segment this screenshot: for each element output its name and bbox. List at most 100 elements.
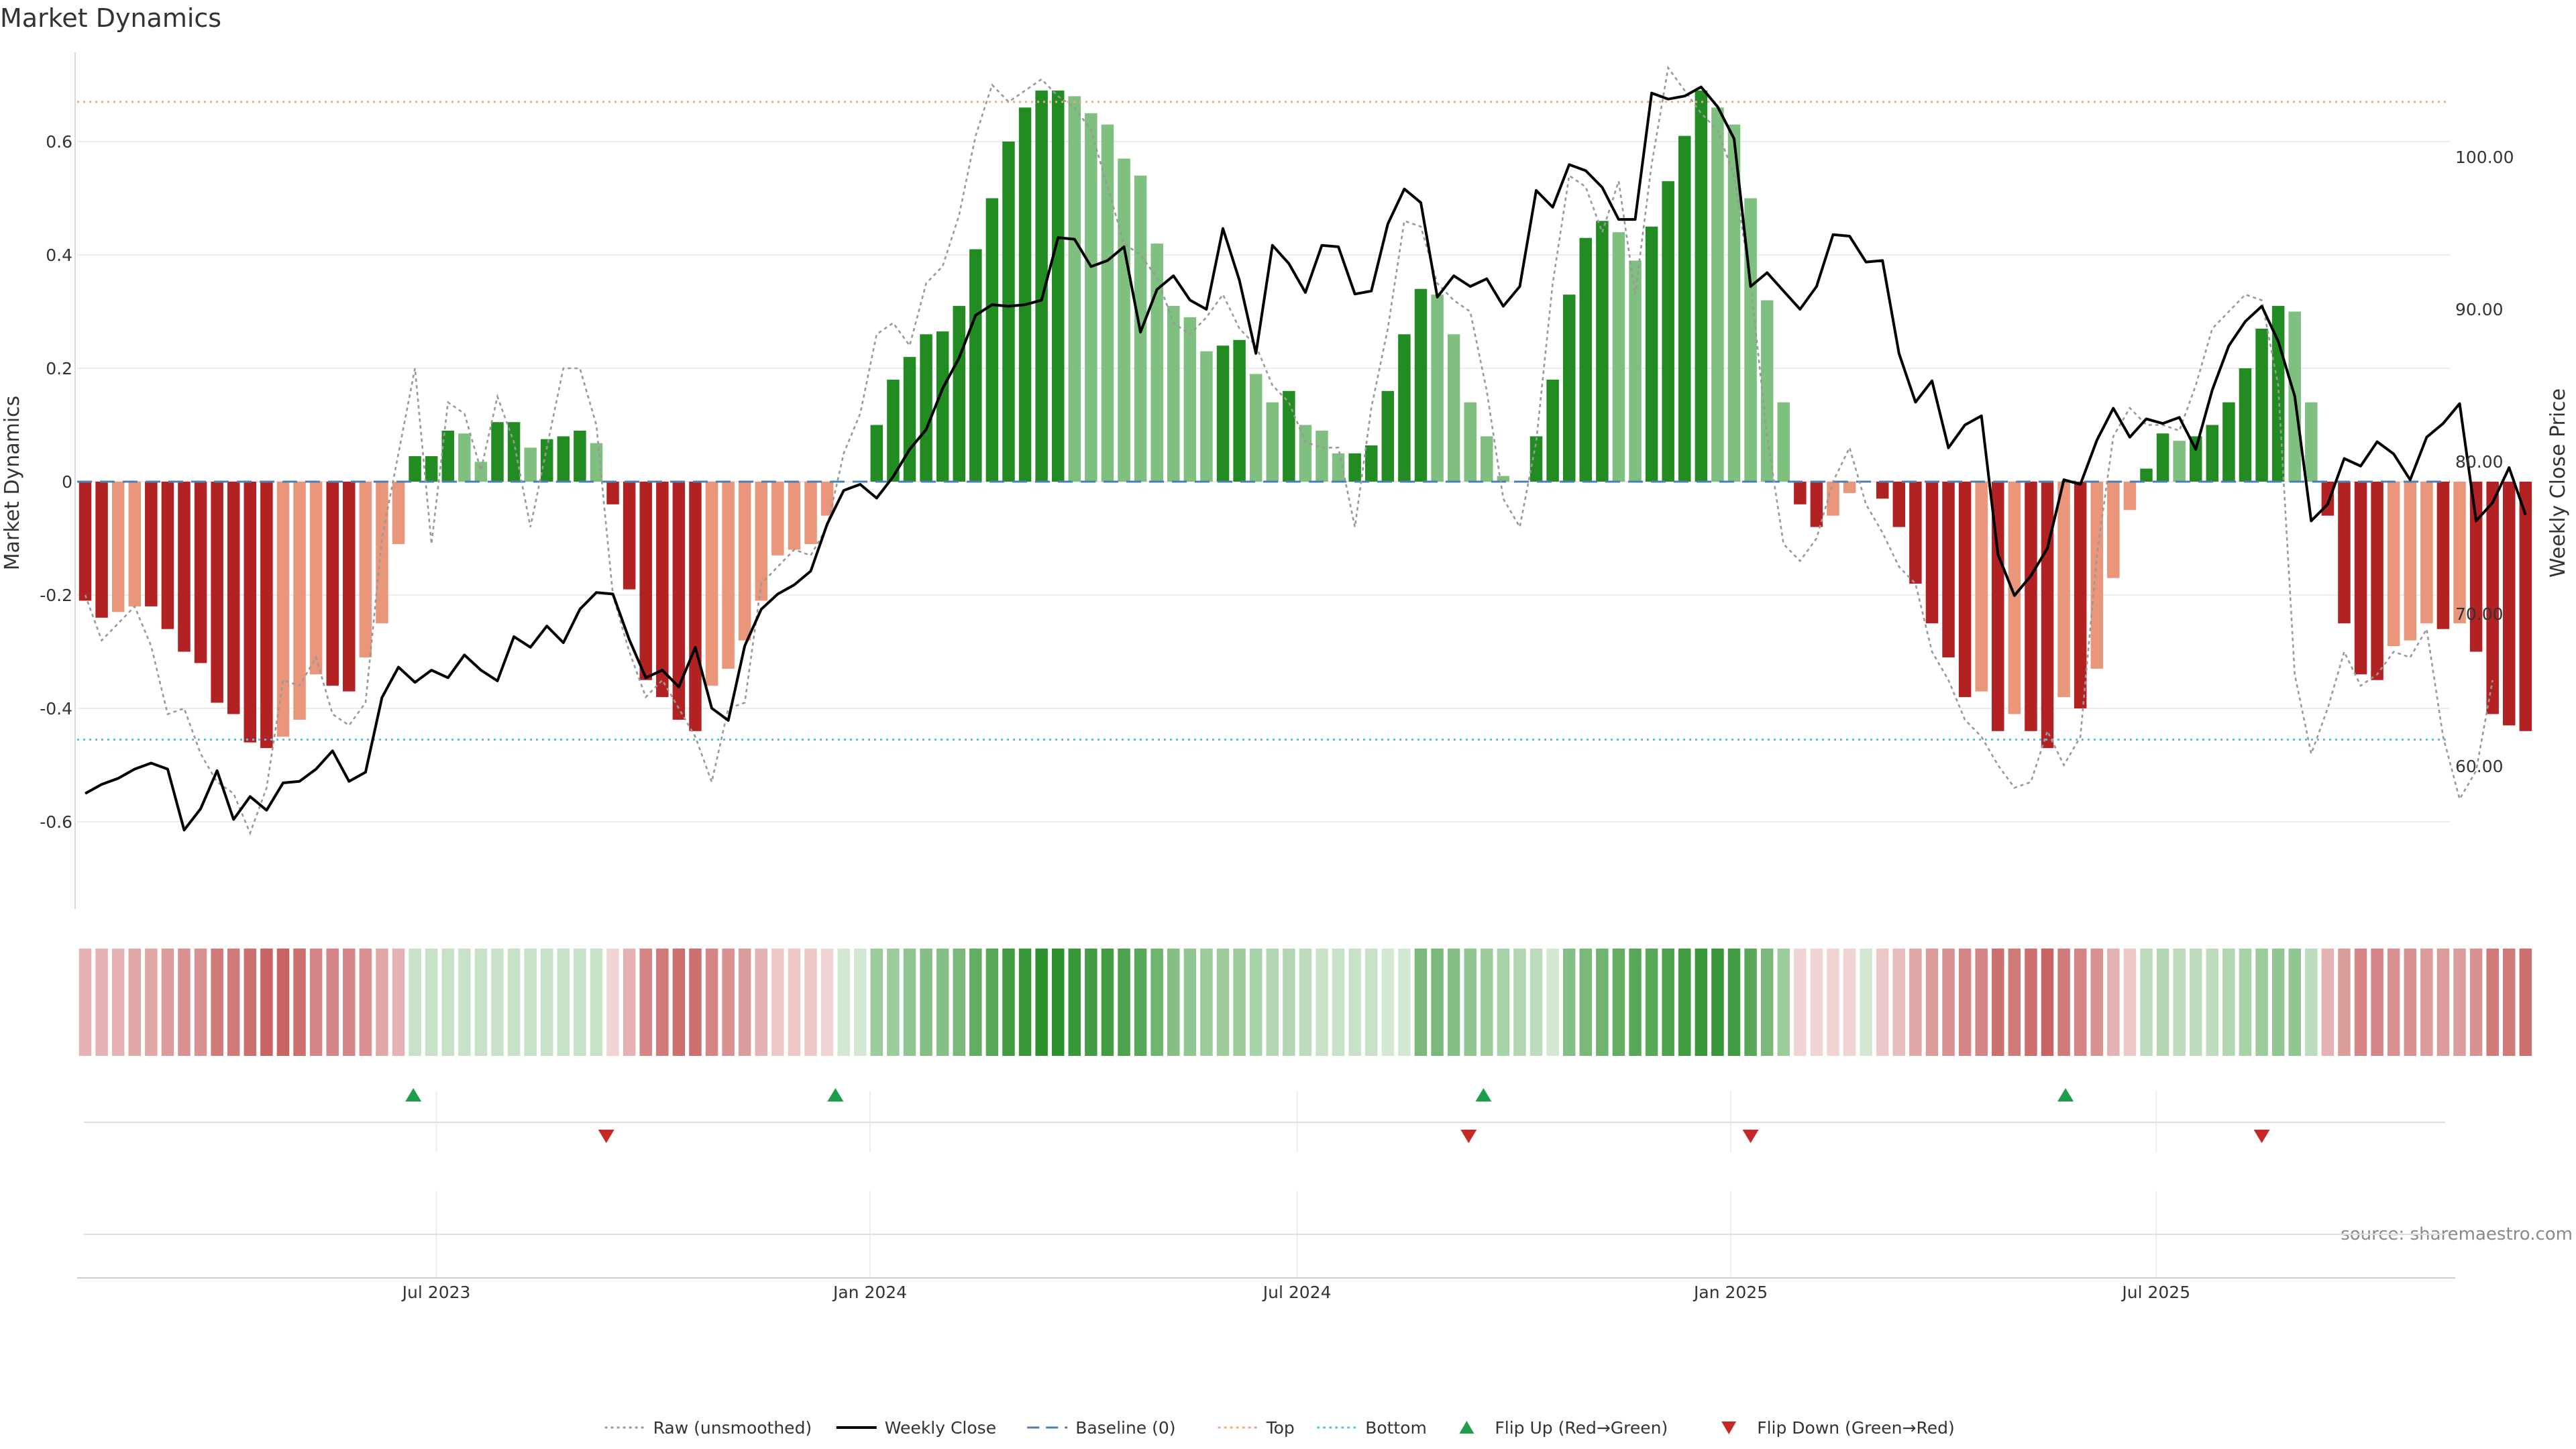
dynamics-bar	[2074, 482, 2087, 708]
dynamics-bar	[1777, 402, 1790, 482]
dynamics-bar	[1546, 379, 1559, 482]
dynamics-bar	[1002, 142, 1015, 482]
dynamics-bar	[2057, 482, 2070, 698]
heatmap-cell	[2057, 949, 2070, 1056]
dynamics-bar	[2404, 482, 2417, 641]
heatmap-cell	[359, 949, 372, 1056]
heatmap-cell	[1431, 949, 1444, 1056]
heatmap-cell	[441, 949, 455, 1056]
dynamics-bar	[1942, 482, 1955, 657]
flip-up-marker	[2057, 1088, 2074, 1102]
dynamics-bar	[1760, 300, 1774, 482]
dynamics-bar	[145, 482, 158, 606]
flip-down-marker	[1742, 1130, 1759, 1143]
dynamics-bar	[557, 436, 570, 482]
legend-swatch-flip-down	[1721, 1421, 1737, 1434]
heatmap-cell	[1810, 949, 1823, 1056]
weekly-close-line	[85, 85, 2527, 832]
heatmap-cell	[95, 949, 108, 1056]
heatmap-cell	[524, 949, 537, 1056]
heatmap-cell	[574, 949, 586, 1056]
dynamics-bar	[1316, 430, 1328, 482]
heatmap-cell	[194, 949, 207, 1056]
heatmap-cell	[903, 949, 916, 1056]
heatmap-cell	[2025, 949, 2037, 1056]
dynamics-bar	[1562, 294, 1576, 482]
heatmap-cell	[244, 949, 257, 1056]
dynamics-bar	[804, 482, 817, 544]
dynamics-bar	[1662, 181, 1674, 482]
y2-axis-label: Weekly Close Price	[2546, 388, 2570, 578]
heatmap-cell	[1233, 949, 1246, 1056]
heatmap-cell	[145, 949, 158, 1056]
heatmap-cell	[672, 949, 686, 1056]
dynamics-bar	[738, 482, 751, 641]
heatmap-cell	[705, 949, 718, 1056]
dynamics-bar	[936, 331, 949, 482]
heatmap-cell	[2090, 949, 2104, 1056]
heatmap-cell	[2453, 949, 2466, 1056]
heatmap-cell	[1958, 949, 1972, 1056]
chart-title: Market Dynamics	[0, 3, 221, 33]
heatmap-cell	[1051, 949, 1065, 1056]
dynamics-bar	[1266, 402, 1279, 482]
dynamics-bar	[2387, 482, 2400, 647]
dynamics-bar	[1299, 425, 1312, 482]
heatmap-cell	[2140, 949, 2153, 1056]
dynamics-bar	[161, 482, 174, 629]
dynamics-bar	[920, 334, 932, 482]
heatmap-cell	[639, 949, 652, 1056]
dynamics-bar	[1481, 436, 1493, 482]
heatmap-cell	[491, 949, 504, 1056]
dynamics-bar	[2436, 482, 2450, 629]
heatmap-cell	[1068, 949, 1081, 1056]
dynamics-bar	[409, 455, 421, 482]
heatmap-cell	[1975, 949, 1988, 1056]
heatmap-cell	[1562, 949, 1576, 1056]
heatmap-cell	[1299, 949, 1312, 1056]
heatmap-cell	[2519, 949, 2532, 1056]
heatmap-cell	[2305, 949, 2318, 1056]
dynamics-bar	[1958, 482, 1972, 698]
dynamics-bar	[1909, 482, 1922, 584]
heatmap-cell	[854, 949, 867, 1056]
dynamics-bar	[2173, 441, 2186, 482]
dynamics-bar	[293, 482, 306, 720]
heatmap-cell	[1695, 949, 1708, 1056]
dynamics-bar	[458, 433, 471, 482]
heatmap-cell	[1942, 949, 1955, 1056]
flips-layer	[405, 1088, 2270, 1143]
y2-tick-label: 60.00	[2455, 757, 2504, 776]
dynamics-bar	[1612, 232, 1625, 482]
dynamics-bar	[359, 482, 372, 657]
dynamics-bar	[1925, 482, 1939, 624]
heatmap-cell	[1316, 949, 1328, 1056]
heatmap-cell	[1678, 949, 1691, 1056]
heatmap-cell	[2173, 949, 2186, 1056]
y-tick-label: 0	[62, 472, 72, 492]
dynamics-bar	[2321, 482, 2334, 516]
heatmap-cell	[1992, 949, 2004, 1056]
heatmap-cell	[1398, 949, 1411, 1056]
y2-tick-label: 90.00	[2455, 300, 2504, 319]
heatmap-cell	[1629, 949, 1642, 1056]
heatmap-cell	[1481, 949, 1493, 1056]
dynamics-bar	[474, 462, 488, 482]
heatmap-cell	[1711, 949, 1724, 1056]
x-tick-label: Jul 2023	[401, 1283, 471, 1302]
heatmap-cell	[738, 949, 751, 1056]
heatmap-cell	[969, 949, 982, 1056]
heatmap-cell	[2288, 949, 2301, 1056]
y-tick-label: 0.2	[46, 359, 72, 378]
dynamics-bar	[590, 443, 603, 482]
heatmap-cell	[1892, 949, 1906, 1056]
heatmap-cell	[2271, 949, 2285, 1056]
dynamics-bar	[1431, 294, 1444, 482]
dynamics-bar	[507, 422, 521, 482]
heatmap-cell	[211, 949, 223, 1056]
dynamics-bar	[755, 482, 768, 601]
dynamics-bar	[194, 482, 207, 663]
heatmap-cell	[1777, 949, 1790, 1056]
dynamics-bar	[656, 482, 669, 698]
dynamics-bar	[2090, 482, 2104, 669]
